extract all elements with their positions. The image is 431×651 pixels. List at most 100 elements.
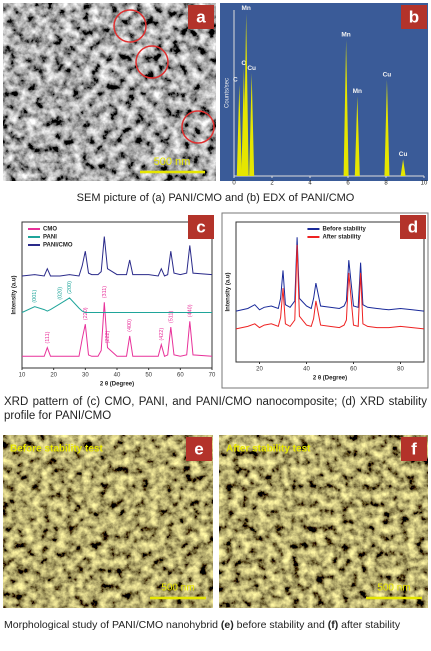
series-line xyxy=(235,237,425,312)
plot-frame xyxy=(21,221,213,369)
peak-label: O xyxy=(241,60,246,67)
hkl-label: (400) xyxy=(127,319,133,332)
panel-label-box xyxy=(188,5,214,29)
peak-label: Cu xyxy=(247,65,256,72)
image-text: After stability test xyxy=(226,444,311,455)
edx-peak xyxy=(243,13,249,176)
y-axis-label: Intensity (a.u) xyxy=(226,272,232,311)
caption-text: (f) xyxy=(327,619,339,631)
legend-label: CMO xyxy=(43,227,57,233)
edx-chart: 0 2 4 6 8 10 Counts/sec C O Mn Cu Mn Mn Cu Cu xyxy=(225,5,428,187)
x-tick-label: 60 xyxy=(350,367,357,373)
plot-frame xyxy=(235,221,425,363)
panel-label: a xyxy=(196,7,206,26)
edx-peak xyxy=(354,96,360,176)
highlight-circle xyxy=(113,9,147,43)
x-tick-label: 0 xyxy=(232,181,236,187)
peak-label: Mn xyxy=(241,5,250,12)
panel-label-box xyxy=(401,437,427,461)
caption-text: (e) xyxy=(220,619,234,631)
sem-image xyxy=(3,435,213,608)
y-axis-label: Counts/sec xyxy=(225,78,231,108)
panel-frame xyxy=(221,212,429,389)
edx-peak xyxy=(343,39,349,176)
caption: Morphological study of PANI/CMO nanohybr… xyxy=(4,618,427,632)
legend-label: After stability xyxy=(322,235,361,241)
series-line xyxy=(235,244,425,330)
hkl-label: (311) xyxy=(102,286,108,299)
panel-label: c xyxy=(196,217,205,236)
caption: XRD pattern of (c) CMO, PANI, and PANI/C… xyxy=(4,395,427,423)
peak-label: Cu xyxy=(383,71,392,78)
peak-label: Cu xyxy=(399,151,408,158)
panel-label: b xyxy=(409,7,419,26)
scale-text: 500 nm xyxy=(161,583,194,594)
panel-label-box xyxy=(186,437,212,461)
edx-peak xyxy=(384,79,390,176)
hkl-label: (422) xyxy=(159,328,165,341)
panel-label: f xyxy=(411,439,417,458)
series-line xyxy=(21,236,213,277)
xrd-stability-chart: 20 40 60 80 Intensity (a.u) 2 θ (Degree) Befor… xyxy=(226,221,425,382)
legend-label: PANI xyxy=(43,235,57,241)
series-line xyxy=(21,297,212,313)
panel-label-box xyxy=(401,5,427,29)
x-tick-label: 10 xyxy=(421,181,428,187)
hkl-label: (220) xyxy=(83,307,89,320)
x-tick-label: 2 xyxy=(270,181,274,187)
peak-label: Mn xyxy=(353,88,362,95)
panel-label: e xyxy=(194,439,203,458)
x-axis-label: 2 θ (Degree) xyxy=(100,382,134,388)
edx-peak xyxy=(400,159,406,176)
caption-text: after stability xyxy=(338,619,401,631)
caption-text: XRD pattern of (c) CMO, PANI, and PANI/C… xyxy=(4,396,427,422)
scale-text: 500 nm xyxy=(377,583,410,594)
hkl-label: (111) xyxy=(45,331,51,343)
x-tick-label: 10 xyxy=(19,373,26,379)
y-axis-label: Intensity (a.u) xyxy=(12,275,18,314)
legend-label: Before stability xyxy=(322,227,366,233)
x-tick-label: 30 xyxy=(82,373,89,379)
panel-label: d xyxy=(408,217,418,236)
hkl-label: (020) xyxy=(57,287,63,300)
x-tick-label: 20 xyxy=(50,373,57,379)
caption-text: SEM picture of (a) PANI/CMO and (b) EDX … xyxy=(76,192,355,204)
edx-peak xyxy=(236,84,242,176)
highlight-circle xyxy=(181,110,215,144)
hkl-label: (511) xyxy=(168,311,174,324)
xrd-chart: 10 20 30 40 50 60 70 Intensity (a.u) 2 θ (Degree… xyxy=(12,221,216,388)
hkl-label: (001) xyxy=(32,290,38,303)
highlight-circle xyxy=(135,45,169,79)
hkl-label: (440) xyxy=(187,304,193,317)
edx-background xyxy=(220,3,428,181)
caption-text: before stability and xyxy=(233,619,328,631)
legend-label: PANI/CMO xyxy=(43,243,73,249)
x-tick-label: 60 xyxy=(177,373,184,379)
panel-label-box xyxy=(400,215,426,239)
x-tick-label: 8 xyxy=(384,181,388,187)
x-tick-label: 20 xyxy=(256,367,263,373)
x-tick-label: 70 xyxy=(209,373,216,379)
x-tick-label: 40 xyxy=(303,367,310,373)
x-axis-label: 2 θ (Degree) xyxy=(313,376,347,382)
edx-peak xyxy=(249,73,255,176)
hkl-label: (200) xyxy=(67,281,73,294)
peak-label: C xyxy=(233,76,238,83)
x-tick-label: 6 xyxy=(346,181,350,187)
image-text: Before stability test xyxy=(10,444,103,455)
caption-text: Morphological study of PANI/CMO nanohybr… xyxy=(4,619,221,631)
scale-text: 500 nm xyxy=(154,156,191,168)
sem-image xyxy=(219,435,428,608)
x-tick-label: 4 xyxy=(308,181,312,187)
series-line xyxy=(22,302,213,357)
panel-label-box xyxy=(188,215,214,239)
x-tick-label: 40 xyxy=(114,373,121,379)
caption: SEM picture of (a) PANI/CMO and (b) EDX … xyxy=(4,191,427,205)
x-tick-label: 50 xyxy=(145,373,152,379)
hkl-label: (222) xyxy=(105,331,111,344)
x-tick-label: 80 xyxy=(397,367,404,373)
peak-label: Mn xyxy=(341,32,350,39)
sem-image xyxy=(3,3,216,181)
